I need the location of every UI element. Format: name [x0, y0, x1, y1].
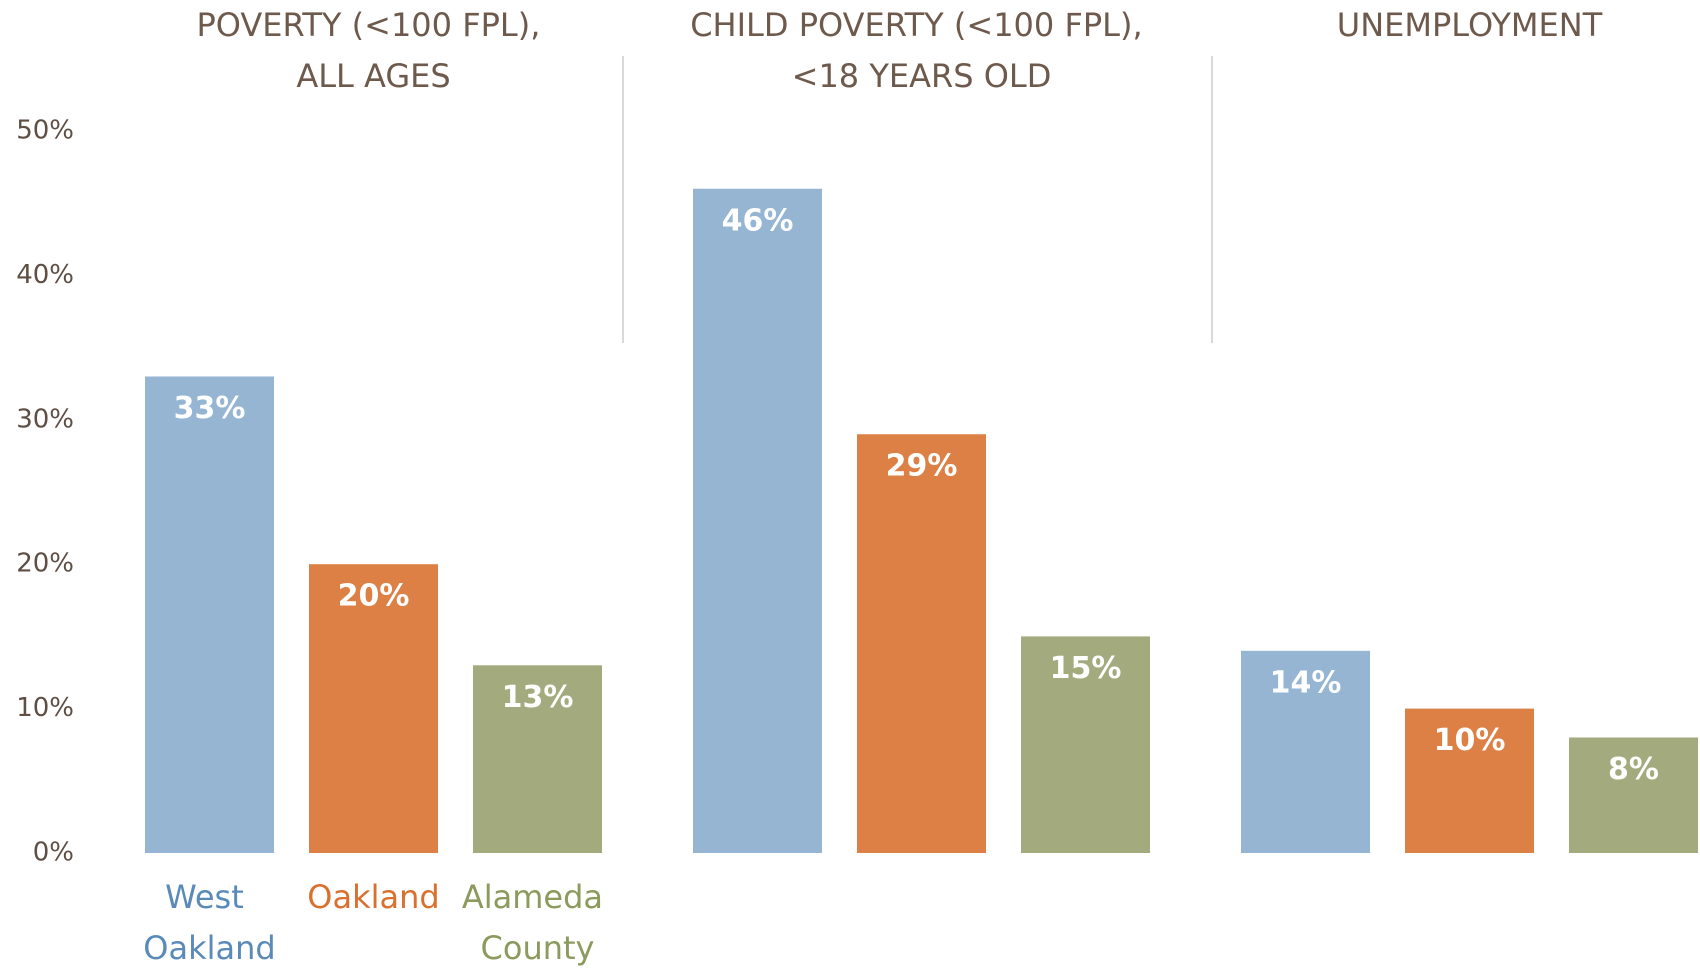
data-label: 46%: [722, 203, 794, 238]
y-tick-label: 20%: [16, 549, 74, 579]
data-label: 10%: [1434, 723, 1506, 758]
bar: [1241, 650, 1370, 853]
group-title: UNEMPLOYMENT: [1337, 6, 1603, 44]
data-label: 33%: [174, 391, 246, 426]
legend-label: Oakland: [307, 878, 439, 916]
bar: [145, 376, 274, 853]
group-title: CHILD POVERTY (<100 FPL), <18 YEARS OLD: [690, 6, 1153, 95]
legend-label: West Oakland: [143, 878, 275, 967]
bar: [1021, 636, 1150, 853]
data-label: 15%: [1050, 651, 1122, 686]
data-label: 13%: [502, 680, 574, 715]
bar: [1405, 708, 1534, 853]
data-label: 20%: [338, 579, 410, 614]
bar: [693, 188, 822, 853]
legend-label: Alameda County: [462, 878, 613, 967]
bar: [857, 434, 986, 853]
data-label: 29%: [886, 449, 958, 484]
data-label: 8%: [1608, 752, 1659, 787]
data-label: 14%: [1270, 665, 1342, 700]
bar: [473, 665, 602, 853]
bar: [309, 564, 438, 853]
y-tick-label: 30%: [16, 404, 74, 434]
y-tick-label: 0%: [33, 838, 74, 868]
y-tick-label: 50%: [16, 116, 74, 146]
group-title: POVERTY (<100 FPL), ALL AGES: [196, 6, 550, 95]
y-tick-label: 10%: [16, 693, 74, 723]
bar: [1569, 737, 1698, 853]
y-tick-label: 40%: [16, 260, 74, 290]
